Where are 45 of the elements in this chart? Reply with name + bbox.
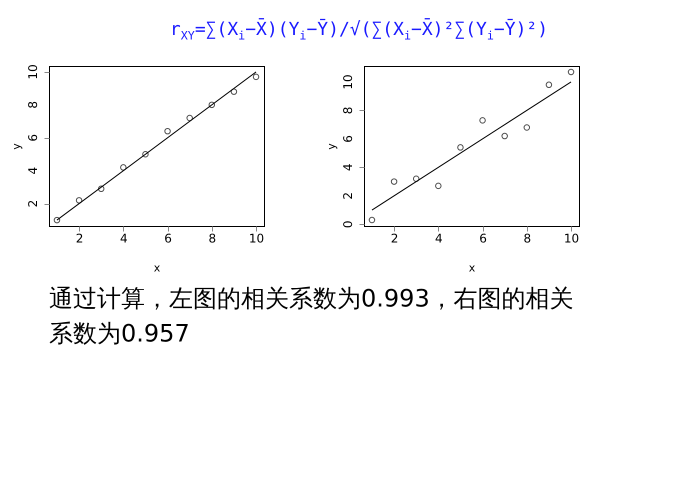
point [390,178,398,185]
point [479,117,486,124]
x-tick-label: 6 [479,232,487,246]
x-tick-label: 4 [435,232,443,246]
point [457,144,464,151]
y-tick-label: 10 [341,74,355,90]
point [164,128,171,134]
point [120,164,127,171]
y-tick-label: 2 [26,200,40,208]
point [230,88,238,95]
point [368,216,376,224]
x-tick-label: 10 [248,232,264,246]
point [412,176,420,182]
x-axis-title: x [468,262,476,274]
point [501,132,508,140]
point [208,102,216,108]
y-tick-label: 6 [341,135,355,143]
x-axis-title: x [154,262,161,274]
y-tick-label: 2 [341,192,355,200]
x-tick-label: 8 [208,232,216,246]
y-tick-label: 4 [341,164,355,172]
point [435,182,442,190]
x-tick-label: 4 [120,232,128,246]
y-tick-label: 8 [341,106,355,114]
point [568,68,574,76]
y-axis-title: y [10,142,23,150]
y-tick-label: 10 [26,64,40,80]
y-tick-label: 4 [26,166,40,175]
y-axis-title: y [325,142,338,150]
point [524,124,530,131]
text: 通过计算，左图的相关系数为0.993，右图的相关系数为0.957 [49,284,574,348]
point [142,150,149,158]
point [546,82,552,88]
y-tick-label: 6 [26,134,40,142]
point [98,186,104,192]
x-tick-label: 2 [390,232,398,246]
point [186,114,193,122]
x-tick-label: 8 [523,232,532,246]
x-tick-label: 6 [164,232,172,246]
point [76,197,82,204]
point [252,74,260,80]
y-tick-label: 0 [341,220,355,228]
x-tick-label: 2 [76,232,84,246]
y-tick-label: 8 [26,101,40,109]
x-tick-label: 10 [564,232,580,246]
